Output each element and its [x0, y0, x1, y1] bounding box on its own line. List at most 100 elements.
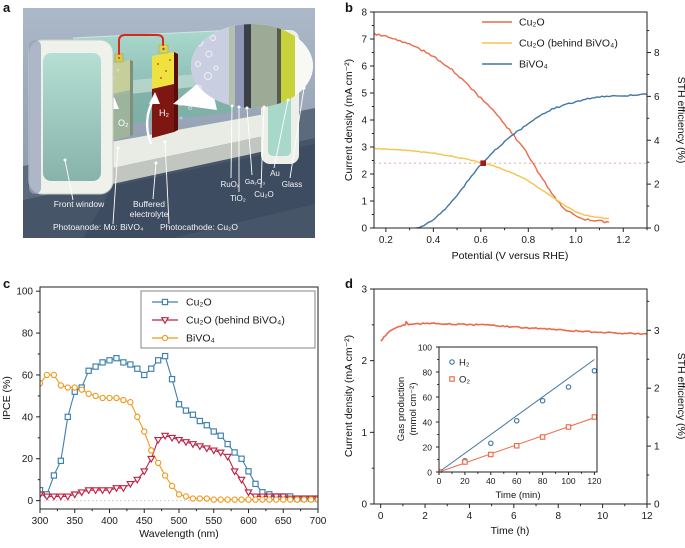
y-tick-label: 3 — [361, 285, 367, 296]
ticks — [436, 346, 595, 475]
photoanode-edge — [130, 60, 133, 136]
marker-circle — [71, 384, 78, 391]
marker-triangle-down — [126, 480, 135, 489]
marker-square — [161, 298, 169, 306]
marker-circle — [148, 447, 155, 454]
marker-triangle-down — [49, 493, 59, 501]
marker-square — [238, 455, 245, 462]
y-tick-label: 2 — [361, 170, 367, 181]
marker-square — [224, 440, 231, 448]
x-tick-label: 550 — [205, 516, 222, 527]
y-tick-label: 0 — [27, 496, 33, 507]
marker-circle — [231, 496, 238, 503]
marker-circle — [92, 392, 99, 400]
legend-label-1: Cu₂O (behind BiVO₄) — [519, 38, 618, 50]
marker-circle — [280, 496, 287, 503]
x-tick-label: 300 — [32, 516, 49, 527]
leader — [64, 159, 74, 201]
right-tick-label: 0 — [654, 224, 660, 235]
marker-circle — [449, 359, 455, 365]
marker-triangle-down — [77, 489, 86, 497]
marker-square — [64, 413, 71, 421]
y-tick-label: 20 — [22, 454, 34, 465]
h2-arrow: H₂ — [146, 92, 169, 145]
layer-leader-dots — [230, 86, 306, 110]
marker-square — [141, 371, 148, 379]
series-line-1 — [373, 147, 610, 220]
marker-triangle-down — [146, 455, 156, 464]
leader — [289, 87, 305, 179]
marker-circle — [488, 440, 494, 447]
legend-label-0: Cu₂O — [519, 17, 545, 29]
inset-background — [439, 347, 597, 472]
marker-triangle-down — [153, 436, 163, 445]
x-tick-label: 6 — [511, 511, 517, 522]
y-tick-label: 5 — [361, 89, 367, 100]
chart-b: 0.2 0.4 0.6 0.8 1.0 1.2 0 1 2 3 4 5 6 7 8 0 2 4 6 8 Potentia… — [343, 8, 685, 263]
y-tick-label: 100 — [16, 287, 33, 298]
marker-square — [189, 411, 197, 418]
marker-circle — [245, 496, 252, 503]
leader — [246, 107, 253, 176]
bubble — [205, 50, 213, 58]
marker-square — [252, 480, 259, 488]
x-tick-label: 350 — [66, 516, 83, 527]
layer-label-tio2: TiO₂ — [230, 194, 246, 203]
layer-au — [281, 24, 295, 108]
dot — [245, 106, 249, 110]
legend-label-1: Cu₂O (behind BiVO₄) — [186, 315, 285, 327]
marker-circle — [64, 384, 71, 391]
marker-square — [134, 365, 141, 372]
leader — [152, 162, 157, 200]
marker-triangle-down — [167, 434, 177, 443]
right-tick-label: 8 — [654, 48, 660, 59]
y-tick-label: 100 — [418, 343, 432, 353]
marker-square — [154, 357, 162, 364]
marker-triangle-down — [230, 468, 239, 476]
layer-cu2o — [251, 24, 277, 108]
marker-square — [565, 424, 572, 430]
right-tick-label: 0 — [654, 500, 660, 511]
x-tick-label: 12 — [641, 511, 653, 522]
x-tick-label: 700 — [310, 516, 327, 527]
legend-label-0: H₂ — [459, 358, 470, 369]
marker-triangle-down — [160, 317, 170, 325]
marker-square — [210, 428, 217, 435]
right-tick-label: 1 — [654, 442, 660, 453]
marker-circle — [134, 413, 141, 421]
marker-circle — [78, 386, 85, 393]
y-tick-label: 2 — [361, 356, 367, 367]
right-y-axis-label: STH efficiency (%) — [675, 353, 685, 440]
layer-label-glass: Glass — [282, 180, 302, 189]
marker-circle — [307, 496, 315, 503]
marker-square — [217, 432, 224, 439]
series-line-1 — [39, 435, 318, 500]
front-window — [28, 39, 114, 195]
dot — [262, 105, 266, 109]
marker-triangle-down — [216, 449, 225, 457]
marker-circle — [300, 496, 308, 503]
y-tick-label: 7 — [361, 35, 367, 46]
marker-circle — [127, 399, 134, 406]
x-tick-label: 40 — [486, 476, 496, 486]
marker-circle — [210, 496, 217, 503]
label-photocathode: Photocathode: Cu₂O — [160, 222, 238, 232]
marker-circle — [43, 371, 51, 379]
legend-label-2: BiVO₄ — [186, 333, 215, 345]
marker-circle — [154, 459, 162, 467]
bubble — [203, 71, 213, 81]
operating-point-marker — [480, 160, 486, 166]
marker-square — [182, 407, 190, 414]
marker-square — [513, 442, 520, 449]
marker-triangle-down — [98, 487, 107, 495]
marker-square — [106, 357, 113, 364]
label-buffered: Buffered — [133, 199, 165, 209]
bubble — [116, 68, 120, 72]
marker-square — [591, 414, 598, 420]
marker-triangle-down — [56, 493, 66, 501]
x-tick-label: 8 — [555, 511, 561, 522]
marker-square — [148, 365, 155, 372]
x-tick-label: 600 — [240, 516, 257, 527]
h2-label: H₂ — [159, 108, 169, 118]
leader — [260, 106, 265, 189]
